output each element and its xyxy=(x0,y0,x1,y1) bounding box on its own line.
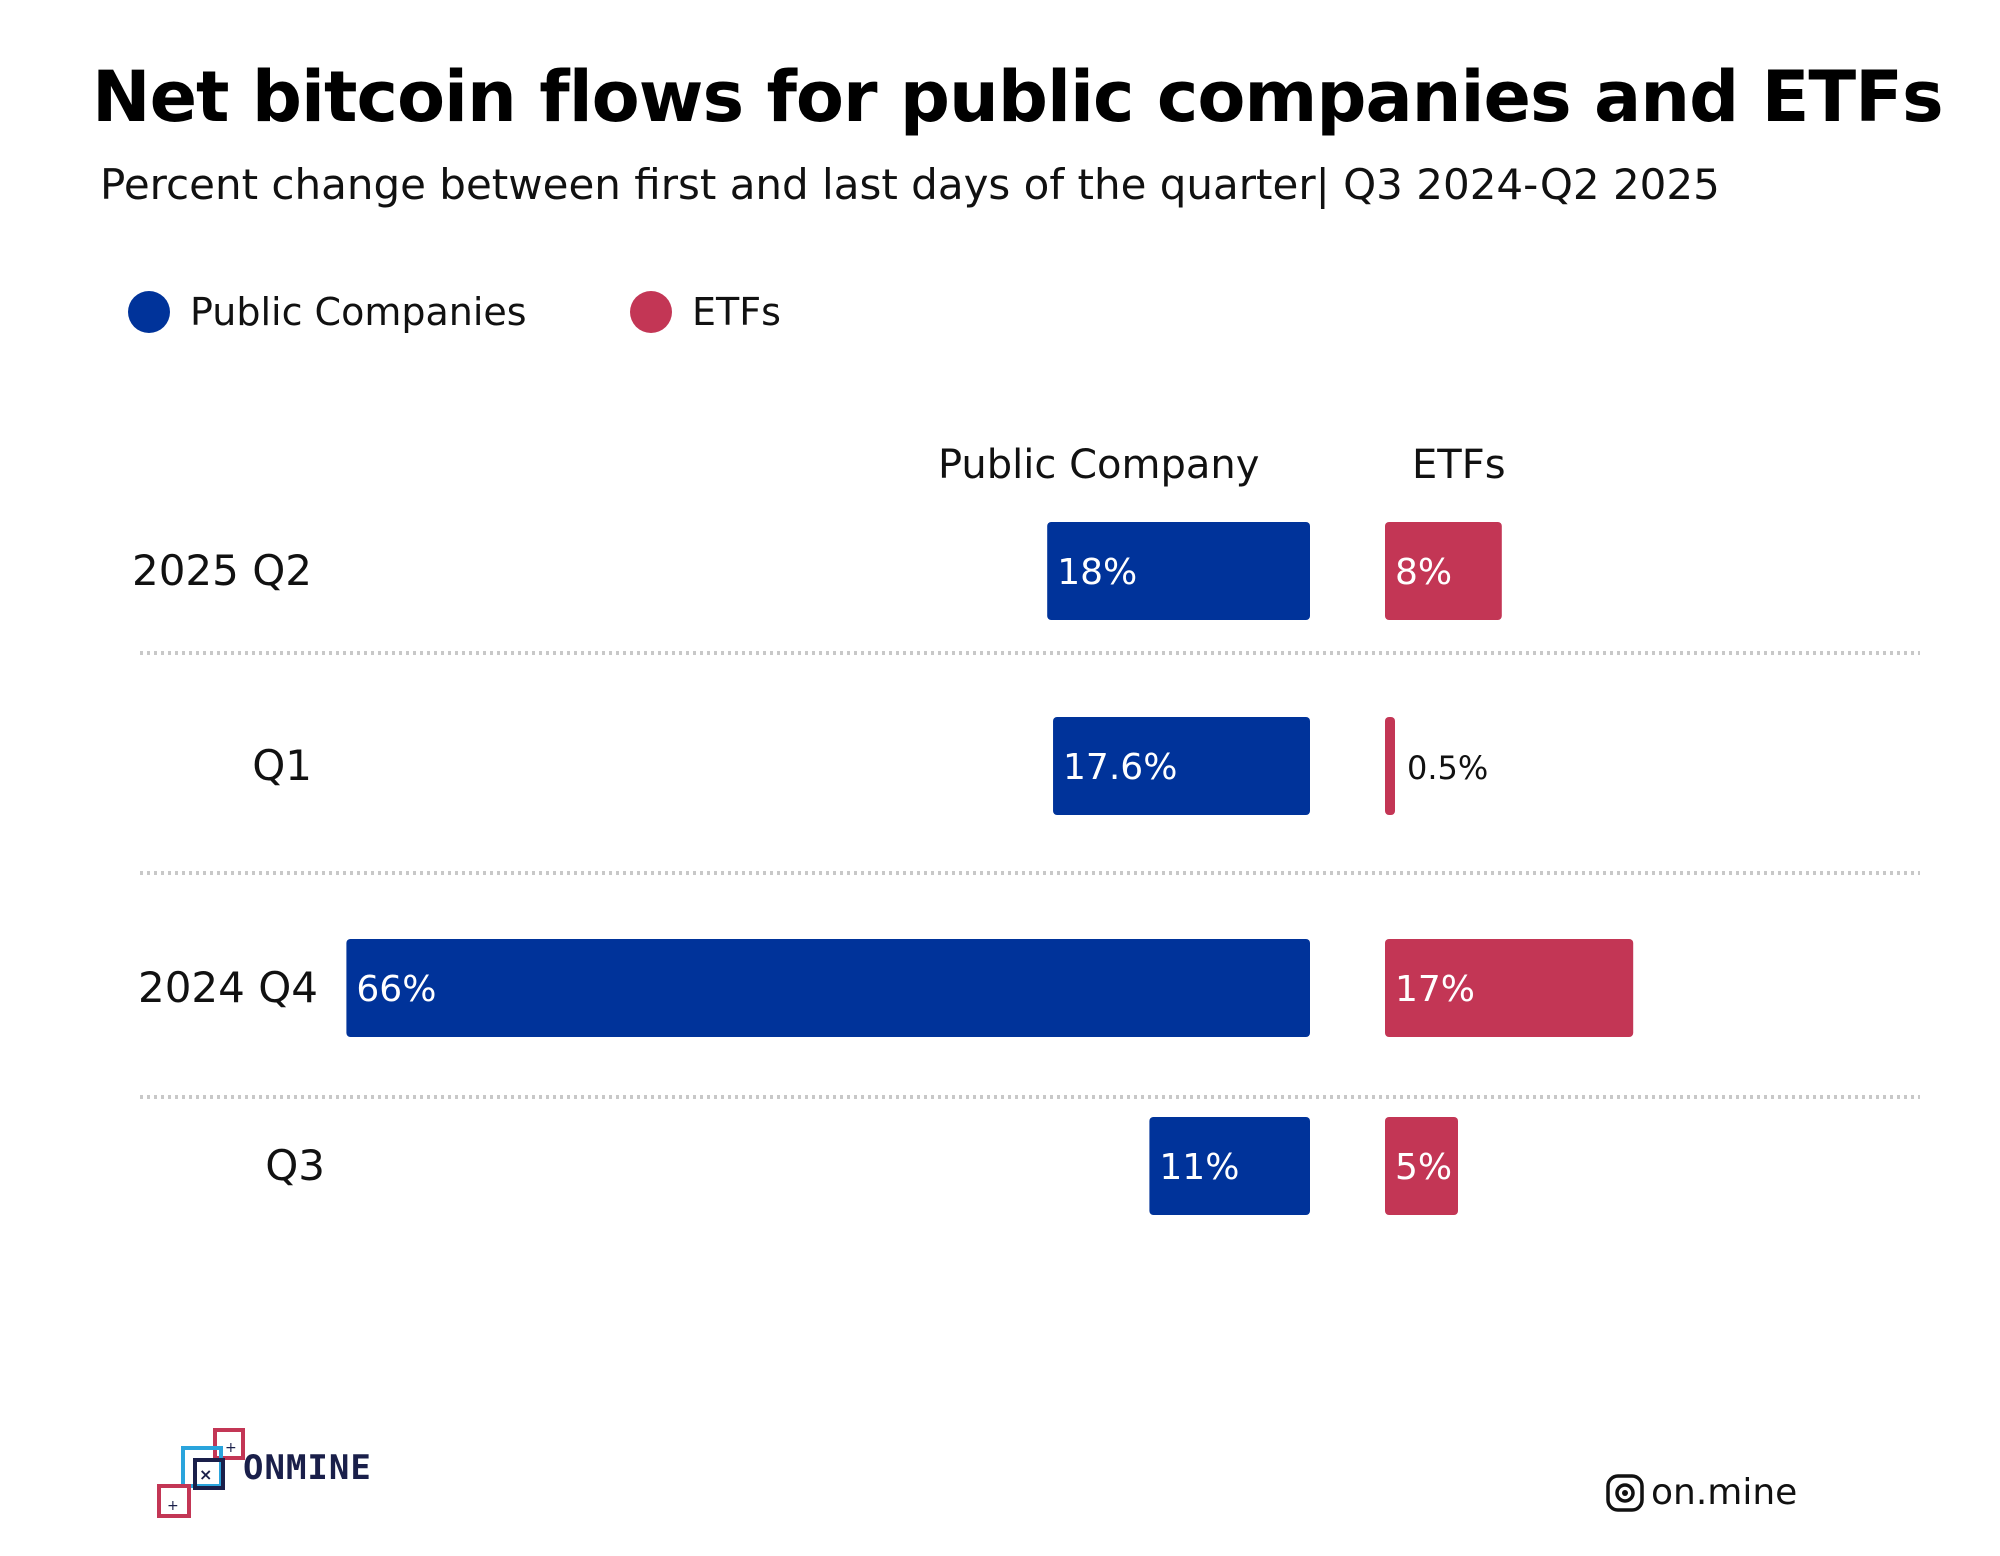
bar-label-public-companies: 18% xyxy=(1057,552,1137,593)
bar-public-companies xyxy=(1053,717,1310,815)
category-label: Q1 xyxy=(252,741,312,790)
bar-public-companies xyxy=(1047,522,1310,620)
instagram-icon xyxy=(1606,1473,1644,1512)
bar-label-public-companies: 11% xyxy=(1159,1147,1239,1188)
bar-label-etfs: 17% xyxy=(1395,969,1475,1010)
chart-title: Net bitcoin flows for public companies a… xyxy=(92,56,1944,138)
category-label: 2024 Q4 xyxy=(138,963,318,1012)
column-header-etfs: ETFs xyxy=(1412,442,1506,488)
onmine-logo: × + + ONMINE xyxy=(155,1426,395,1526)
onmine-logo-icon: × + + xyxy=(157,1428,245,1518)
bar-label-etfs: 5% xyxy=(1395,1147,1452,1188)
bar-public-companies xyxy=(346,939,1310,1037)
legend-item-public-companies: Public Companies xyxy=(128,290,527,334)
svg-text:+: + xyxy=(167,1498,179,1514)
bar-etfs xyxy=(1385,1117,1458,1215)
legend-label-etfs: ETFs xyxy=(692,290,781,334)
social-handle[interactable]: on.mine xyxy=(1605,1472,1797,1513)
bar-label-etfs: 0.5% xyxy=(1407,749,1488,787)
legend-label-public-companies: Public Companies xyxy=(190,290,527,334)
bar-etfs xyxy=(1385,939,1634,1037)
svg-text:+: + xyxy=(225,1440,237,1456)
bar-label-public-companies: 17.6% xyxy=(1063,747,1177,788)
bar-chart: Public Company ETFs 2025 Q2 18% 8% Q1 17.6% 0.5… xyxy=(132,442,1920,1215)
bar-etfs xyxy=(1385,522,1502,620)
chart-subtitle: Percent change between first and last da… xyxy=(100,160,1720,209)
legend-item-etfs: ETFs xyxy=(630,290,781,334)
bar-label-etfs: 8% xyxy=(1395,552,1452,593)
logo-text: ONMINE xyxy=(243,1448,372,1488)
category-label: Q3 xyxy=(265,1141,325,1190)
column-header-public-company: Public Company xyxy=(938,442,1259,488)
bar-public-companies xyxy=(1149,1117,1310,1215)
legend-swatch-public-companies xyxy=(128,291,170,333)
category-label: 2025 Q2 xyxy=(132,546,312,595)
legend-swatch-etfs xyxy=(630,291,672,333)
bar-etfs xyxy=(1385,717,1395,815)
svg-text:×: × xyxy=(199,1465,212,1484)
bar-label-public-companies: 66% xyxy=(356,969,436,1010)
social-handle-text: on.mine xyxy=(1651,1472,1798,1513)
